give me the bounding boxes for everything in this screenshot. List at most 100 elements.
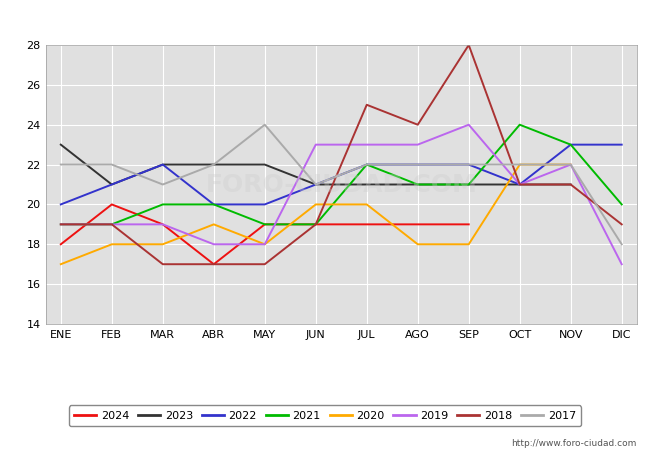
2021 [108,222,116,227]
2019 [414,142,422,147]
2022 [312,182,320,187]
2019 [159,222,166,227]
2021 [261,222,268,227]
Line: 2017: 2017 [61,125,621,244]
2019 [465,122,473,127]
2021 [210,202,218,207]
2017 [108,162,116,167]
2018 [516,182,524,187]
Text: FORO-CIUDAD.COM: FORO-CIUDAD.COM [205,172,477,197]
Text: Afiliados en Madroñal a 30/9/2024: Afiliados en Madroñal a 30/9/2024 [183,11,467,29]
2022 [108,182,116,187]
Line: 2021: 2021 [61,125,621,225]
2022 [57,202,65,207]
Legend: 2024, 2023, 2022, 2021, 2020, 2019, 2018, 2017: 2024, 2023, 2022, 2021, 2020, 2019, 2018… [68,405,582,427]
2021 [159,202,166,207]
2021 [57,222,65,227]
2022 [618,142,625,147]
2018 [618,222,625,227]
2022 [159,162,166,167]
2023 [159,162,166,167]
2020 [363,202,370,207]
2020 [210,222,218,227]
2017 [414,162,422,167]
2024 [159,222,166,227]
2018 [567,182,575,187]
2022 [261,202,268,207]
2018 [363,102,370,108]
2022 [210,202,218,207]
2023 [108,182,116,187]
Text: http://www.foro-ciudad.com: http://www.foro-ciudad.com [512,439,637,448]
2017 [261,122,268,127]
2019 [57,222,65,227]
2024 [363,222,370,227]
2019 [516,182,524,187]
2018 [159,261,166,267]
2021 [567,142,575,147]
2017 [159,182,166,187]
2021 [363,162,370,167]
2024 [465,222,473,227]
2017 [618,242,625,247]
2021 [465,182,473,187]
2024 [312,222,320,227]
2020 [312,202,320,207]
2024 [108,202,116,207]
2022 [414,162,422,167]
2018 [414,122,422,127]
2023 [57,142,65,147]
2017 [516,162,524,167]
2019 [363,142,370,147]
2020 [57,261,65,267]
2017 [57,162,65,167]
2020 [159,242,166,247]
2017 [210,162,218,167]
2022 [567,142,575,147]
Line: 2019: 2019 [61,125,621,264]
2024 [261,222,268,227]
Line: 2024: 2024 [61,204,469,264]
2021 [312,222,320,227]
2018 [57,222,65,227]
Line: 2018: 2018 [61,45,621,264]
2024 [57,242,65,247]
2019 [108,222,116,227]
2019 [312,142,320,147]
2022 [465,162,473,167]
2023 [465,182,473,187]
2023 [516,182,524,187]
Line: 2020: 2020 [61,165,571,264]
2023 [414,182,422,187]
2023 [210,162,218,167]
2022 [516,182,524,187]
2019 [567,162,575,167]
2018 [261,261,268,267]
2017 [312,182,320,187]
2020 [108,242,116,247]
2018 [108,222,116,227]
2018 [465,42,473,48]
2023 [363,182,370,187]
2021 [618,202,625,207]
2020 [414,242,422,247]
2017 [363,162,370,167]
2020 [567,162,575,167]
2024 [210,261,218,267]
Line: 2022: 2022 [61,144,621,204]
2020 [465,242,473,247]
2023 [261,162,268,167]
2020 [261,242,268,247]
2021 [516,122,524,127]
2023 [312,182,320,187]
2018 [312,222,320,227]
2019 [618,261,625,267]
2021 [414,182,422,187]
2019 [210,242,218,247]
2022 [363,162,370,167]
2017 [567,162,575,167]
2017 [465,162,473,167]
2023 [567,182,575,187]
2018 [210,261,218,267]
2020 [516,162,524,167]
